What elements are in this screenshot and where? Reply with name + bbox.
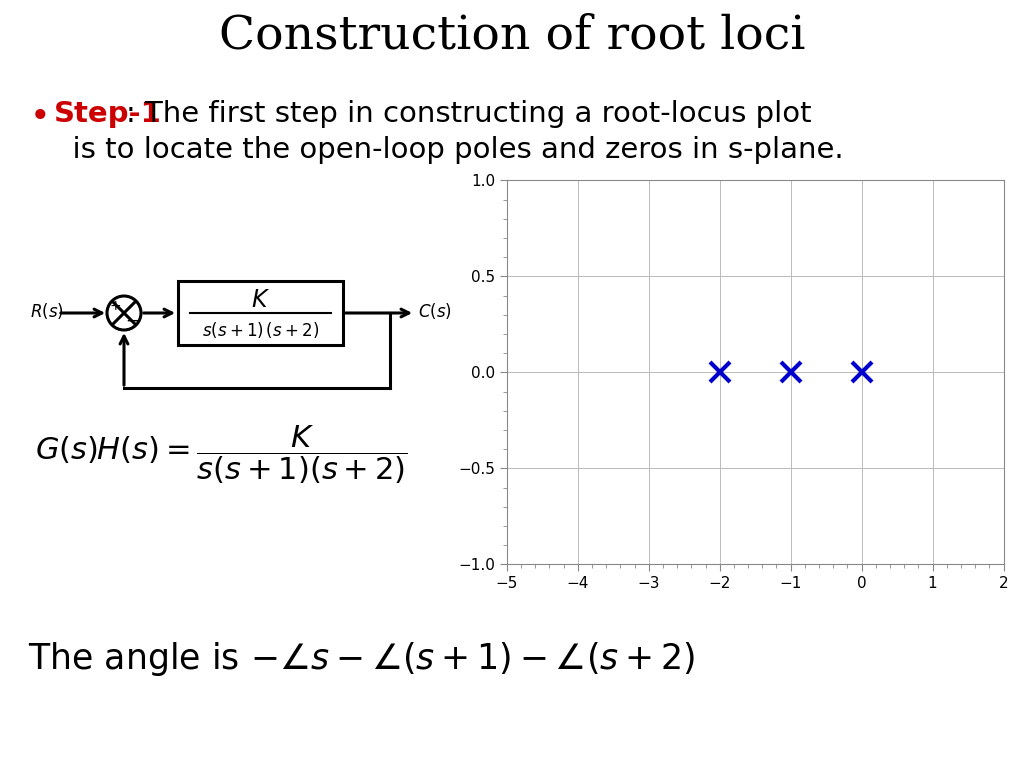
Text: •: •: [30, 100, 50, 134]
Text: : The first step in constructing a root-locus plot: : The first step in constructing a root-…: [126, 100, 812, 128]
Text: $R(s)$: $R(s)$: [30, 301, 63, 321]
Text: is to locate the open-loop poles and zeros in s-plane.: is to locate the open-loop poles and zer…: [54, 136, 844, 164]
Text: $K$: $K$: [251, 288, 270, 313]
Text: $C(s)$: $C(s)$: [418, 301, 452, 321]
Text: The angle is $-\angle s - \angle(s+1) - \angle(s+2)$: The angle is $-\angle s - \angle(s+1) - …: [28, 640, 695, 678]
Bar: [178, 281, 343, 345]
Text: $G(s)H(s) = \dfrac{K}{s(s+1)(s+2)}$: $G(s)H(s) = \dfrac{K}{s(s+1)(s+2)}$: [35, 423, 408, 485]
Text: Step-1: Step-1: [54, 100, 162, 128]
Text: $s(s+1)\,(s+2)$: $s(s+1)\,(s+2)$: [202, 319, 319, 339]
Text: +: +: [110, 299, 121, 313]
Text: −: −: [125, 312, 139, 330]
Text: Construction of root loci: Construction of root loci: [219, 13, 805, 58]
